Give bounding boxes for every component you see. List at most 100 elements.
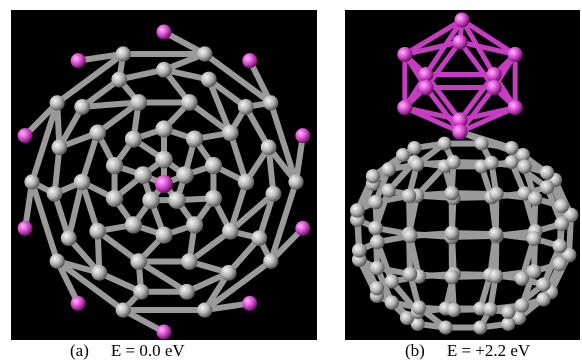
carbon-atom [124,130,143,148]
dopant-atom [507,99,523,116]
carbon-atom [204,157,223,175]
carbon-atom [237,173,255,191]
carbon-atom [446,302,461,318]
dopant-atom [156,324,172,340]
caption-b-label: (b) [405,341,425,360]
caption-a-label: (a) [70,341,89,360]
bond [267,225,306,265]
carbon-atom [115,46,131,62]
bond [246,57,274,106]
carbon-atom [437,136,452,151]
caption-a-energy: E = 0.0 eV [110,341,185,360]
carbon-atom [501,305,516,320]
carbon-atom [222,222,239,240]
carbon-atom [381,183,396,198]
carbon-atom [89,124,106,142]
molecule-b-render [350,12,579,335]
carbon-atom [504,155,519,170]
bond [94,99,142,136]
dopant-atom [17,128,33,144]
bond [205,76,234,136]
carbon-atom [365,169,381,184]
carbon-atom [410,316,425,331]
carbon-atom [516,148,530,162]
carbon-atom [46,185,63,202]
carbon-atom [288,174,304,190]
carbon-atom [73,173,91,191]
carbon-atom [514,298,530,313]
carbon-atom [444,225,460,241]
carbon-atom [484,155,499,171]
carbon-atom [111,71,128,88]
dopant-atom [156,24,172,40]
carbon-atom [134,166,152,184]
carbon-atom [181,253,198,270]
carbon-atom [501,316,516,331]
dopant-atom [17,220,33,236]
carbon-atom [200,71,217,88]
carbon-atom [526,231,542,247]
molecule-a-render [17,24,311,340]
carbon-atom [155,226,173,244]
carbon-atom [49,95,65,111]
carbon-atom [197,46,213,62]
carbon-atom [444,269,460,285]
carbon-atom [554,216,570,232]
carbon-atom [526,263,542,279]
bond [267,99,299,185]
carbon-atom [474,136,489,151]
carbon-atom [155,120,173,138]
bond [54,258,82,307]
dopant-atom [70,53,86,69]
dopant-atom [418,79,434,96]
carbon-atom [554,198,570,214]
bond [79,179,101,235]
carbon-atom [105,189,124,207]
dopant-atom [242,295,258,311]
bond [227,190,277,235]
bond [54,50,127,106]
carbon-atom [369,260,385,276]
carbon-atom [504,140,519,155]
carbon-atom [204,189,223,207]
dopant-atom [486,79,502,96]
carbon-atom [402,266,418,282]
carbon-atom [561,247,577,263]
carbon-atom [527,191,543,207]
carbon-atom [539,180,555,195]
carbon-atom [512,311,526,325]
carbon-atom [263,253,279,269]
bond [54,258,127,314]
carbon-atom [369,281,385,296]
carbon-atom [563,207,579,223]
dopant-atom [70,295,86,311]
carbon-atom [130,94,147,111]
carbon-atom [438,320,453,335]
carbon-atom [263,95,279,111]
bond [423,39,463,90]
carbon-atom [401,188,417,204]
caption-a: (a) E = 0.0 eV [70,340,185,362]
carbon-atom [260,139,277,156]
caption-b-energy: E = +2.2 eV [446,341,531,360]
carbon-atom [91,264,108,281]
carbon-atom [185,130,204,148]
bond [201,258,274,314]
bond [135,258,190,295]
panel-a-image [11,10,317,340]
carbon-atom [446,154,461,170]
bond [65,179,85,242]
bond [227,129,249,185]
bond [267,179,299,265]
carbon-atom [400,311,414,325]
bond [79,129,101,185]
carbon-atom [60,230,77,247]
bond [457,39,518,57]
carbon-atom [488,268,504,284]
bond [459,17,497,78]
carbon-atom [115,302,131,318]
dopant-atom [397,99,413,116]
dopant-atom [397,46,413,62]
carbon-atom [351,243,367,258]
carbon-atom [178,283,195,300]
